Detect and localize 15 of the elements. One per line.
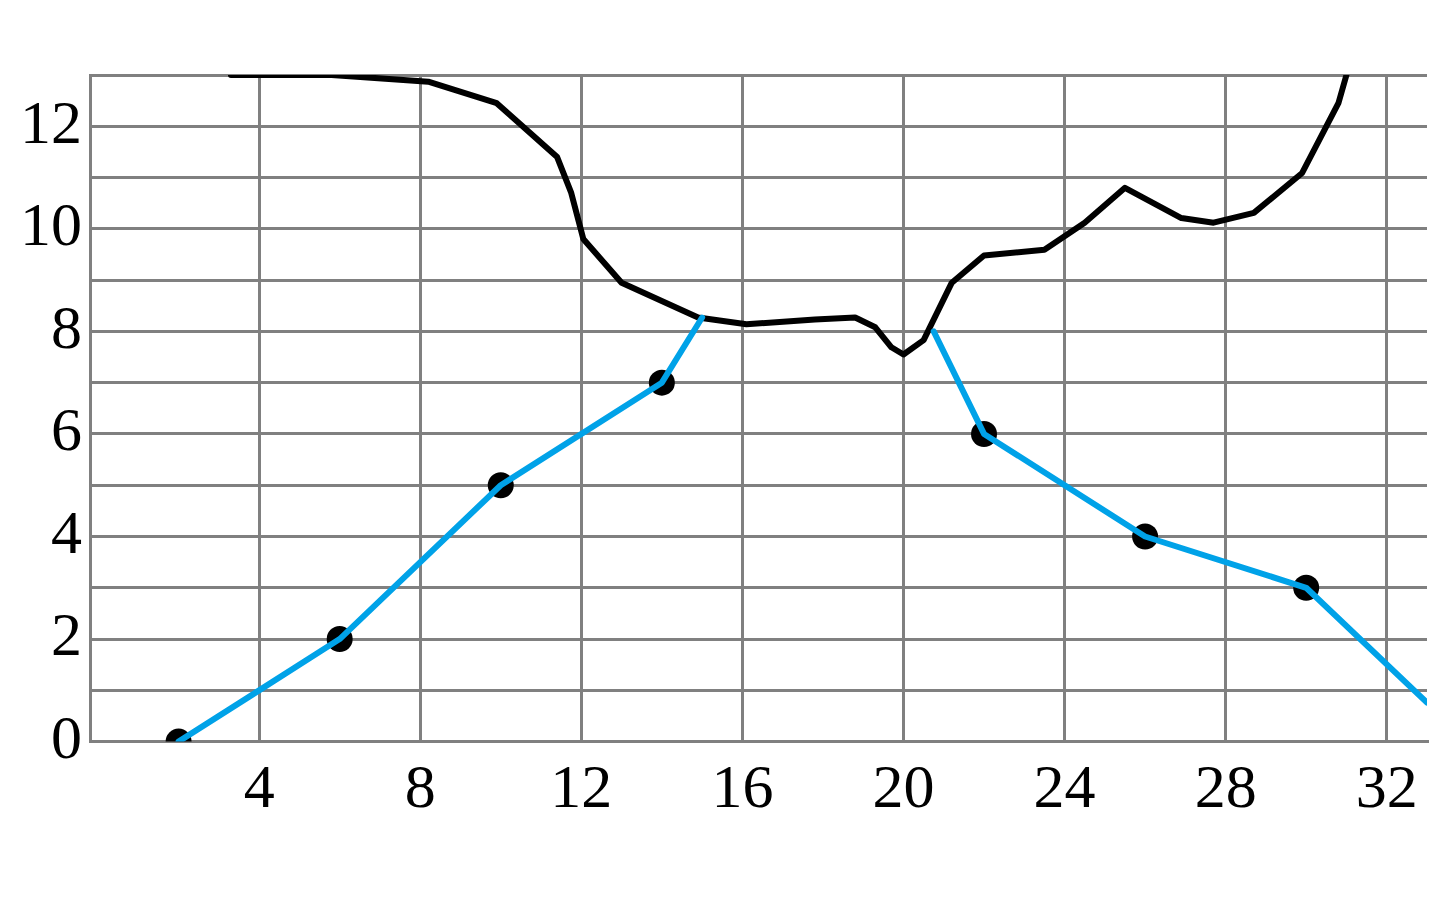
y-tick-label: 12: [20, 87, 82, 156]
y-tick-label: 2: [51, 600, 82, 669]
x-tick-label: 16: [711, 752, 774, 821]
x-tick-label: 12: [550, 752, 613, 821]
x-tick-label: 4: [243, 752, 275, 821]
x-tick-label: 32: [1355, 752, 1418, 821]
y-tick-label: 6: [51, 395, 82, 464]
x-tick-label: 28: [1194, 752, 1257, 821]
x-tick-label: 8: [404, 752, 436, 821]
y-tick-label: 0: [51, 702, 82, 771]
x-tick-label: 20: [872, 752, 935, 821]
y-tick-label: 8: [51, 292, 82, 361]
x-tick-label: 24: [1033, 752, 1096, 821]
y-tick-label: 10: [20, 190, 82, 259]
y-tick-label: 4: [51, 497, 82, 566]
